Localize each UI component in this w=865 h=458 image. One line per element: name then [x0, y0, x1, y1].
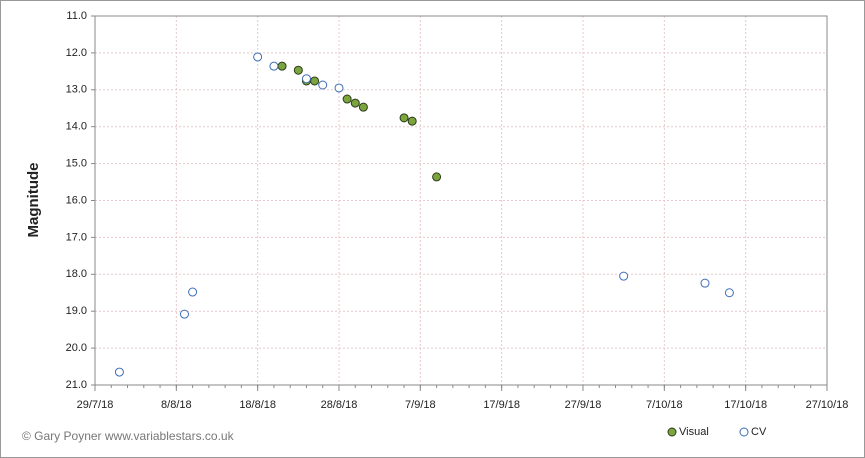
- point: [293, 65, 303, 75]
- x-tick-label: 17/9/18: [483, 399, 520, 411]
- y-tick-label: 20.0: [66, 342, 87, 354]
- point: [350, 98, 360, 108]
- y-tick-label: 21.0: [66, 379, 87, 391]
- point: [619, 271, 629, 281]
- point: [188, 287, 198, 297]
- point: [407, 116, 417, 126]
- point: [399, 113, 409, 123]
- point: [342, 94, 352, 104]
- point: [114, 367, 124, 377]
- point: [253, 52, 263, 62]
- y-tick-label: 11.0: [66, 10, 87, 22]
- y-tick-label: 17.0: [66, 231, 87, 243]
- y-tick-label: 15.0: [66, 158, 87, 170]
- point: [700, 278, 710, 288]
- point: [724, 288, 734, 298]
- x-tick-label: 7/9/18: [405, 399, 436, 411]
- y-tick-label: 19.0: [66, 305, 87, 317]
- point: [179, 309, 189, 319]
- x-tick-label: 27/9/18: [565, 399, 602, 411]
- y-axis-label: Magnitude: [25, 163, 42, 238]
- point: [432, 172, 442, 182]
- point: [358, 102, 368, 112]
- point: [318, 80, 328, 90]
- x-tick-label: 29/7/18: [77, 399, 114, 411]
- plot-area: [94, 15, 828, 386]
- point: [301, 74, 311, 84]
- x-tick-label: 18/8/18: [239, 399, 276, 411]
- y-tick-label: 16.0: [66, 194, 87, 206]
- y-tick-label: 18.0: [66, 268, 87, 280]
- legend-label: CV: [751, 426, 767, 438]
- x-tick-label: 27/10/18: [806, 399, 849, 411]
- point: [277, 61, 287, 71]
- x-tick-label: 7/10/18: [646, 399, 683, 411]
- legend-marker: [667, 427, 677, 437]
- x-tick-label: 17/10/18: [724, 399, 767, 411]
- point: [334, 83, 344, 93]
- legend-label: Visual: [679, 426, 709, 438]
- x-tick-label: 28/8/18: [321, 399, 358, 411]
- y-tick-label: 12.0: [66, 47, 87, 59]
- point: [269, 61, 279, 71]
- legend-marker: [739, 427, 749, 437]
- point: [310, 76, 320, 86]
- y-tick-label: 14.0: [66, 121, 87, 133]
- x-tick-label: 8/8/18: [161, 399, 192, 411]
- credit: © Gary Poyner www.variablestars.co.uk: [22, 429, 235, 443]
- y-tick-label: 13.0: [66, 84, 87, 96]
